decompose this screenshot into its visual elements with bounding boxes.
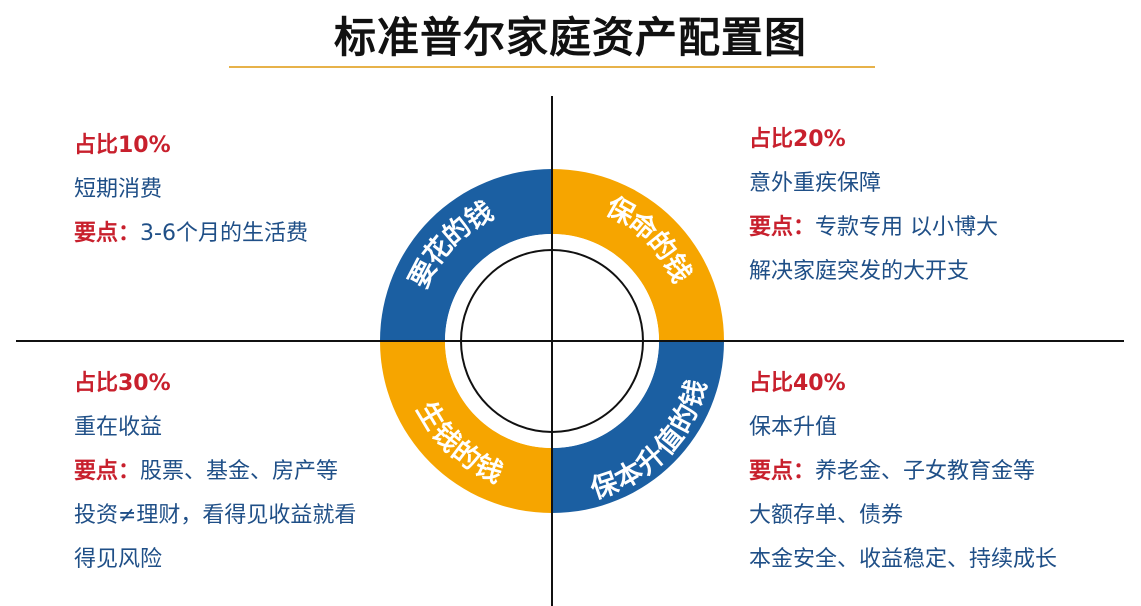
ring-segment-spend (380, 169, 552, 341)
quadrant-note: 本金安全、收益稳定、持续成长 (749, 547, 1058, 572)
quadrant-insurance: 占比20% 意外重疾保障 要点：专款专用 以小博大 解决家庭突发的大开支 (749, 118, 998, 294)
quadrant-note: 得见风险 (74, 547, 163, 572)
quadrant-category: 意外重疾保障 (749, 171, 882, 196)
quadrant-ratio: 占比40% (749, 371, 846, 396)
quadrant-note: 解决家庭突发的大开支 (749, 259, 970, 284)
key-point-label: 要点： (749, 215, 816, 240)
quadrant-ratio: 占比10% (74, 133, 171, 158)
quadrant-investment: 占比30% 重在收益 要点：股票、基金、房产等 投资≠理财，看得见收益就看 得见… (74, 362, 356, 582)
key-point-text: 养老金、子女教育金等 (815, 459, 1036, 484)
ring-segment-preserve (552, 341, 724, 513)
key-point-text: 股票、基金、房产等 (140, 459, 339, 484)
quadrant-key-point: 要点：养老金、子女教育金等 (749, 450, 1057, 494)
quadrant-ratio: 占比30% (74, 371, 171, 396)
quadrant-category: 保本升值 (749, 415, 838, 440)
quadrant-category: 重在收益 (74, 415, 163, 440)
key-point-label: 要点： (749, 459, 816, 484)
key-point-label: 要点： (74, 221, 141, 246)
key-point-text: 3-6个月的生活费 (140, 221, 308, 246)
quadrant-short-term-spending: 占比10% 短期消费 要点：3-6个月的生活费 (74, 124, 308, 256)
quadrant-key-point: 要点：3-6个月的生活费 (74, 212, 308, 256)
page-title: 标准普尔家庭资产配置图 (333, 13, 807, 62)
key-point-text: 专款专用 以小博大 (815, 215, 999, 240)
quadrant-key-point: 要点：专款专用 以小博大 (749, 206, 998, 250)
key-point-label: 要点： (74, 459, 141, 484)
title-underline (229, 66, 875, 68)
quadrant-ratio: 占比20% (749, 127, 846, 152)
ring-segment-grow (380, 341, 552, 513)
quadrant-note: 大额存单、债券 (749, 503, 904, 528)
quadrant-note: 投资≠理财，看得见收益就看 (74, 503, 357, 528)
quadrant-category: 短期消费 (74, 177, 163, 202)
quadrant-key-point: 要点：股票、基金、房产等 (74, 450, 356, 494)
ring-segment-protect (552, 169, 724, 341)
quadrant-capital-preservation: 占比40% 保本升值 要点：养老金、子女教育金等 大额存单、债券 本金安全、收益… (749, 362, 1057, 582)
